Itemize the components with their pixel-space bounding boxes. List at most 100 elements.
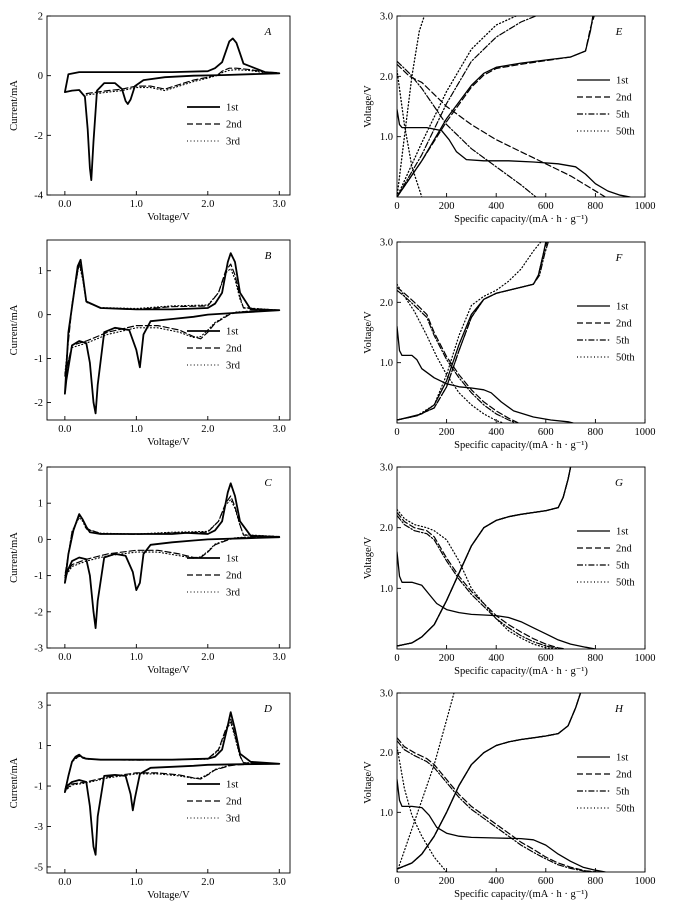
y-tick-label: -4 — [34, 191, 43, 202]
series-line-2nd — [397, 737, 599, 872]
series-line-50th — [397, 693, 455, 872]
y-axis-title: Current/mA — [9, 304, 20, 355]
panel-label: A — [264, 26, 272, 38]
series-line-2nd — [397, 693, 582, 870]
legend-label: 5th — [616, 561, 630, 572]
x-tick-label: 3.0 — [273, 199, 286, 210]
series-line-1st — [397, 551, 597, 649]
legend-label: 2nd — [226, 571, 243, 582]
x-tick-label: 0 — [394, 201, 399, 212]
legend-label: 1st — [616, 753, 628, 764]
y-tick-label: 3.0 — [380, 12, 393, 23]
legend-label: 5th — [616, 110, 630, 121]
x-tick-label: 1.0 — [130, 424, 143, 435]
legend-label: 5th — [616, 787, 630, 798]
legend-label: 2nd — [226, 797, 243, 808]
x-tick-label: 0.0 — [58, 199, 71, 210]
y-tick-label: 2 — [38, 12, 43, 23]
y-tick-label: 3.0 — [380, 238, 393, 249]
panel-label: H — [614, 703, 624, 715]
y-tick-label: -3 — [34, 822, 43, 833]
panel-g: 0 200 400 600 800 1000 1.0 2.0 3.0 Specific capac… — [363, 463, 656, 678]
series-line-2nd — [397, 467, 572, 647]
x-tick-label: 3.0 — [273, 652, 286, 663]
x-tick-label: 400 — [488, 876, 504, 887]
x-tick-label: 600 — [538, 653, 554, 664]
y-tick-label: 1 — [38, 741, 43, 752]
x-tick-label: 200 — [439, 653, 455, 664]
x-axis-title: Voltage/V — [147, 665, 190, 676]
legend-label: 50th — [616, 804, 635, 815]
series-line-1st — [397, 693, 582, 870]
series-line-1st — [64, 37, 281, 182]
legend-label: 3rd — [226, 588, 241, 599]
series-line-50th — [397, 467, 572, 647]
legend-label: 3rd — [226, 137, 241, 148]
y-tick-label: -1 — [34, 571, 43, 582]
plot-frame — [396, 15, 646, 198]
y-axis-title: Voltage/V — [363, 536, 374, 579]
y-axis-title: Current/mA — [9, 532, 20, 583]
series-line-5th — [397, 60, 537, 197]
panel-label: F — [615, 252, 623, 264]
x-tick-label: 800 — [588, 653, 604, 664]
panel-b: 0.0 1.0 2.0 3.0 -2 -1 0 1 Voltage/V Current/mA B 1s… — [9, 239, 291, 448]
y-tick-label: 2.0 — [380, 523, 393, 534]
y-axis-title: Voltage/V — [363, 311, 374, 354]
series-line-1st — [397, 467, 572, 647]
x-tick-label: 0.0 — [58, 424, 71, 435]
series-line-50th — [397, 16, 517, 197]
x-axis-title: Voltage/V — [147, 437, 190, 448]
x-tick-label: 800 — [588, 201, 604, 212]
y-tick-label: 0 — [38, 535, 43, 546]
series-line-5th — [397, 242, 549, 421]
series-line-5th — [397, 467, 572, 647]
panel-e: 0 200 400 600 800 1000 1.0 2.0 3.0 Specific capac… — [363, 12, 656, 226]
series-line-1st — [397, 108, 631, 197]
plot-frame — [46, 466, 291, 649]
x-tick-label: 2.0 — [201, 199, 214, 210]
y-tick-label: 1 — [38, 499, 43, 510]
x-tick-label: 0 — [394, 653, 399, 664]
y-tick-label: 2.0 — [380, 72, 393, 83]
legend-label: 50th — [616, 353, 635, 364]
series-line-50th — [397, 242, 542, 421]
x-tick-label: 600 — [538, 427, 554, 438]
legend-label: 50th — [616, 578, 635, 589]
series-line-3rd — [64, 263, 280, 375]
x-tick-label: 0.0 — [58, 652, 71, 663]
series-line-1st — [397, 325, 574, 423]
y-axis-title: Voltage/V — [363, 761, 374, 804]
y-tick-label: 2.0 — [380, 748, 393, 759]
legend-label: 3rd — [226, 361, 241, 372]
y-tick-label: 2 — [38, 463, 43, 474]
series-line-2nd — [397, 242, 548, 421]
plot-frame — [46, 15, 291, 196]
y-tick-label: -3 — [34, 644, 43, 655]
series-line-50th — [397, 69, 423, 197]
y-tick-label: -2 — [34, 607, 43, 618]
y-tick-label: -1 — [34, 354, 43, 365]
series-line-2nd — [64, 718, 280, 791]
y-tick-label: 2.0 — [380, 298, 393, 309]
x-tick-label: 1000 — [635, 653, 656, 664]
x-tick-label: 0.0 — [58, 877, 71, 888]
series-line-2nd — [397, 286, 520, 423]
series-line-1st — [64, 252, 281, 415]
x-tick-label: 200 — [439, 876, 455, 887]
series-line-5th — [397, 740, 594, 872]
x-tick-label: 3.0 — [273, 877, 286, 888]
series-line-5th — [397, 289, 517, 423]
series-line-1st — [64, 482, 281, 629]
x-tick-label: 600 — [538, 201, 554, 212]
y-tick-label: -2 — [34, 131, 43, 142]
series-line-1st — [64, 711, 281, 856]
x-tick-label: 800 — [588, 876, 604, 887]
panel-label: C — [264, 477, 272, 489]
x-tick-label: 1000 — [635, 201, 656, 212]
series-line-2nd — [397, 16, 595, 197]
y-tick-label: 1.0 — [380, 358, 393, 369]
x-axis-title: Voltage/V — [147, 212, 190, 223]
y-tick-label: 1.0 — [380, 132, 393, 143]
x-tick-label: 200 — [439, 427, 455, 438]
